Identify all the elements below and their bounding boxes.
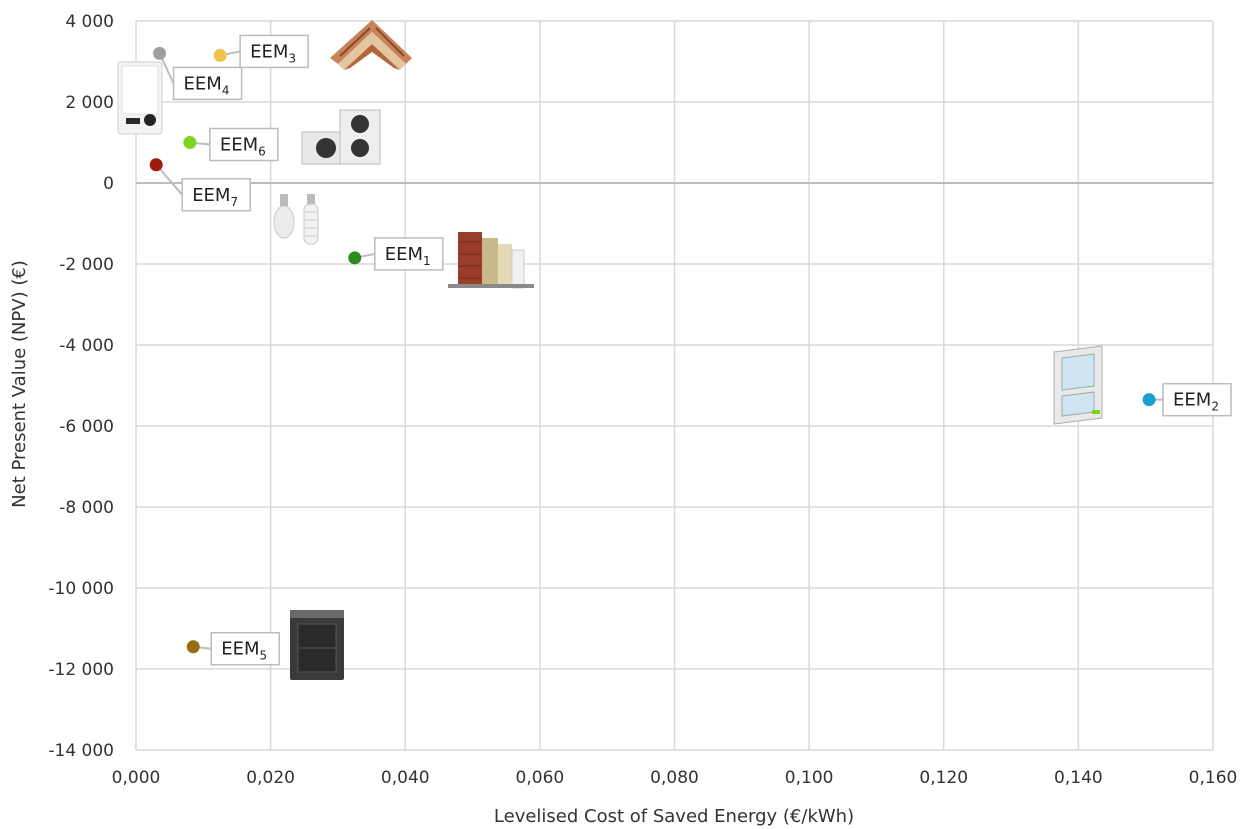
point-label-main: EEM [1173, 390, 1211, 411]
x-tick-label: 0,040 [381, 768, 430, 788]
point-label-box [210, 631, 280, 666]
y-tick-label: -2 000 [59, 255, 114, 275]
y-tick-label: -6 000 [59, 417, 114, 437]
point-marker [153, 46, 167, 60]
point-label-box [172, 66, 243, 101]
point-label-main: EEM [220, 135, 258, 156]
data-point: EEM4 [153, 46, 243, 101]
data-point: EEM1 [348, 237, 444, 271]
y-tick-label: -14 000 [48, 741, 114, 761]
y-tick-label: 0 [103, 174, 114, 194]
furnace-icon [290, 610, 344, 680]
point-label-subscript: 7 [230, 195, 238, 209]
wall-insulation-icon [448, 232, 534, 289]
x-tick-label: 0,000 [112, 768, 161, 788]
data-point: EEM6 [183, 127, 279, 162]
x-axis-title: Levelised Cost of Saved Energy (€/kWh) [494, 806, 854, 827]
point-label-main: EEM [184, 73, 222, 94]
point-label-main: EEM [385, 244, 423, 265]
data-point: EEM2 [1142, 382, 1232, 417]
point-marker [1142, 393, 1156, 407]
data-point: EEM3 [213, 34, 309, 69]
y-tick-label: -8 000 [59, 498, 114, 518]
point-label-box [239, 34, 309, 69]
point-label-box [1162, 382, 1232, 417]
data-point: EEM7 [149, 158, 251, 212]
x-tick-label: 0,160 [1189, 768, 1238, 788]
light-bulb-icon [273, 194, 319, 245]
point-label: EEM7 [192, 185, 238, 209]
point-marker [183, 136, 197, 149]
point-marker [213, 48, 227, 62]
point-label-main: EEM [221, 639, 259, 660]
grid [135, 20, 1214, 751]
point-label-box [209, 127, 279, 162]
point-label-subscript: 2 [1211, 400, 1219, 414]
point-label-main: EEM [250, 41, 288, 62]
point-label: EEM3 [250, 41, 296, 65]
y-tick-label: 4 000 [65, 12, 114, 32]
x-tick-label: 0,020 [246, 768, 295, 788]
x-tick-label: 0,140 [1054, 768, 1103, 788]
axis-ticks: 0,000 0,020 0,040 0,060 0,080 0,100 0,120 0,140… [48, 12, 1237, 788]
point-label: EEM4 [184, 73, 230, 97]
boiler-icon [117, 61, 163, 135]
x-tick-label: 0,080 [650, 768, 699, 788]
x-tick-label: 0,060 [516, 768, 565, 788]
x-tick-label: 0,120 [919, 768, 968, 788]
point-label-subscript: 4 [222, 83, 230, 97]
point-marker [149, 158, 163, 172]
point-label-subscript: 6 [258, 145, 266, 159]
point-marker [348, 251, 362, 265]
point-marker [186, 640, 200, 654]
y-tick-label: -10 000 [48, 579, 114, 599]
window-icon [1053, 345, 1103, 425]
point-label: EEM1 [385, 244, 431, 268]
point-label: EEM2 [1173, 390, 1219, 414]
point-label: EEM6 [220, 135, 266, 159]
x-tick-label: 0,100 [785, 768, 834, 788]
roof-insulation-icon [330, 20, 412, 70]
y-axis-title: Net Present Value (NPV) (€) [9, 260, 30, 508]
y-tick-label: -12 000 [48, 660, 114, 680]
point-label-subscript: 3 [288, 51, 296, 65]
point-label-subscript: 1 [423, 254, 431, 268]
y-tick-label: 2 000 [65, 93, 114, 113]
data-point: EEM5 [186, 631, 280, 666]
point-label-box [374, 237, 444, 271]
point-label: EEM5 [221, 639, 267, 663]
label-leader [155, 164, 183, 196]
point-label-box [181, 178, 251, 212]
heat-pump-icon [301, 109, 381, 165]
measure-pictures [117, 20, 1103, 680]
y-tick-label: -4 000 [59, 336, 114, 356]
point-label-subscript: 5 [259, 649, 267, 663]
point-label-main: EEM [192, 185, 230, 206]
